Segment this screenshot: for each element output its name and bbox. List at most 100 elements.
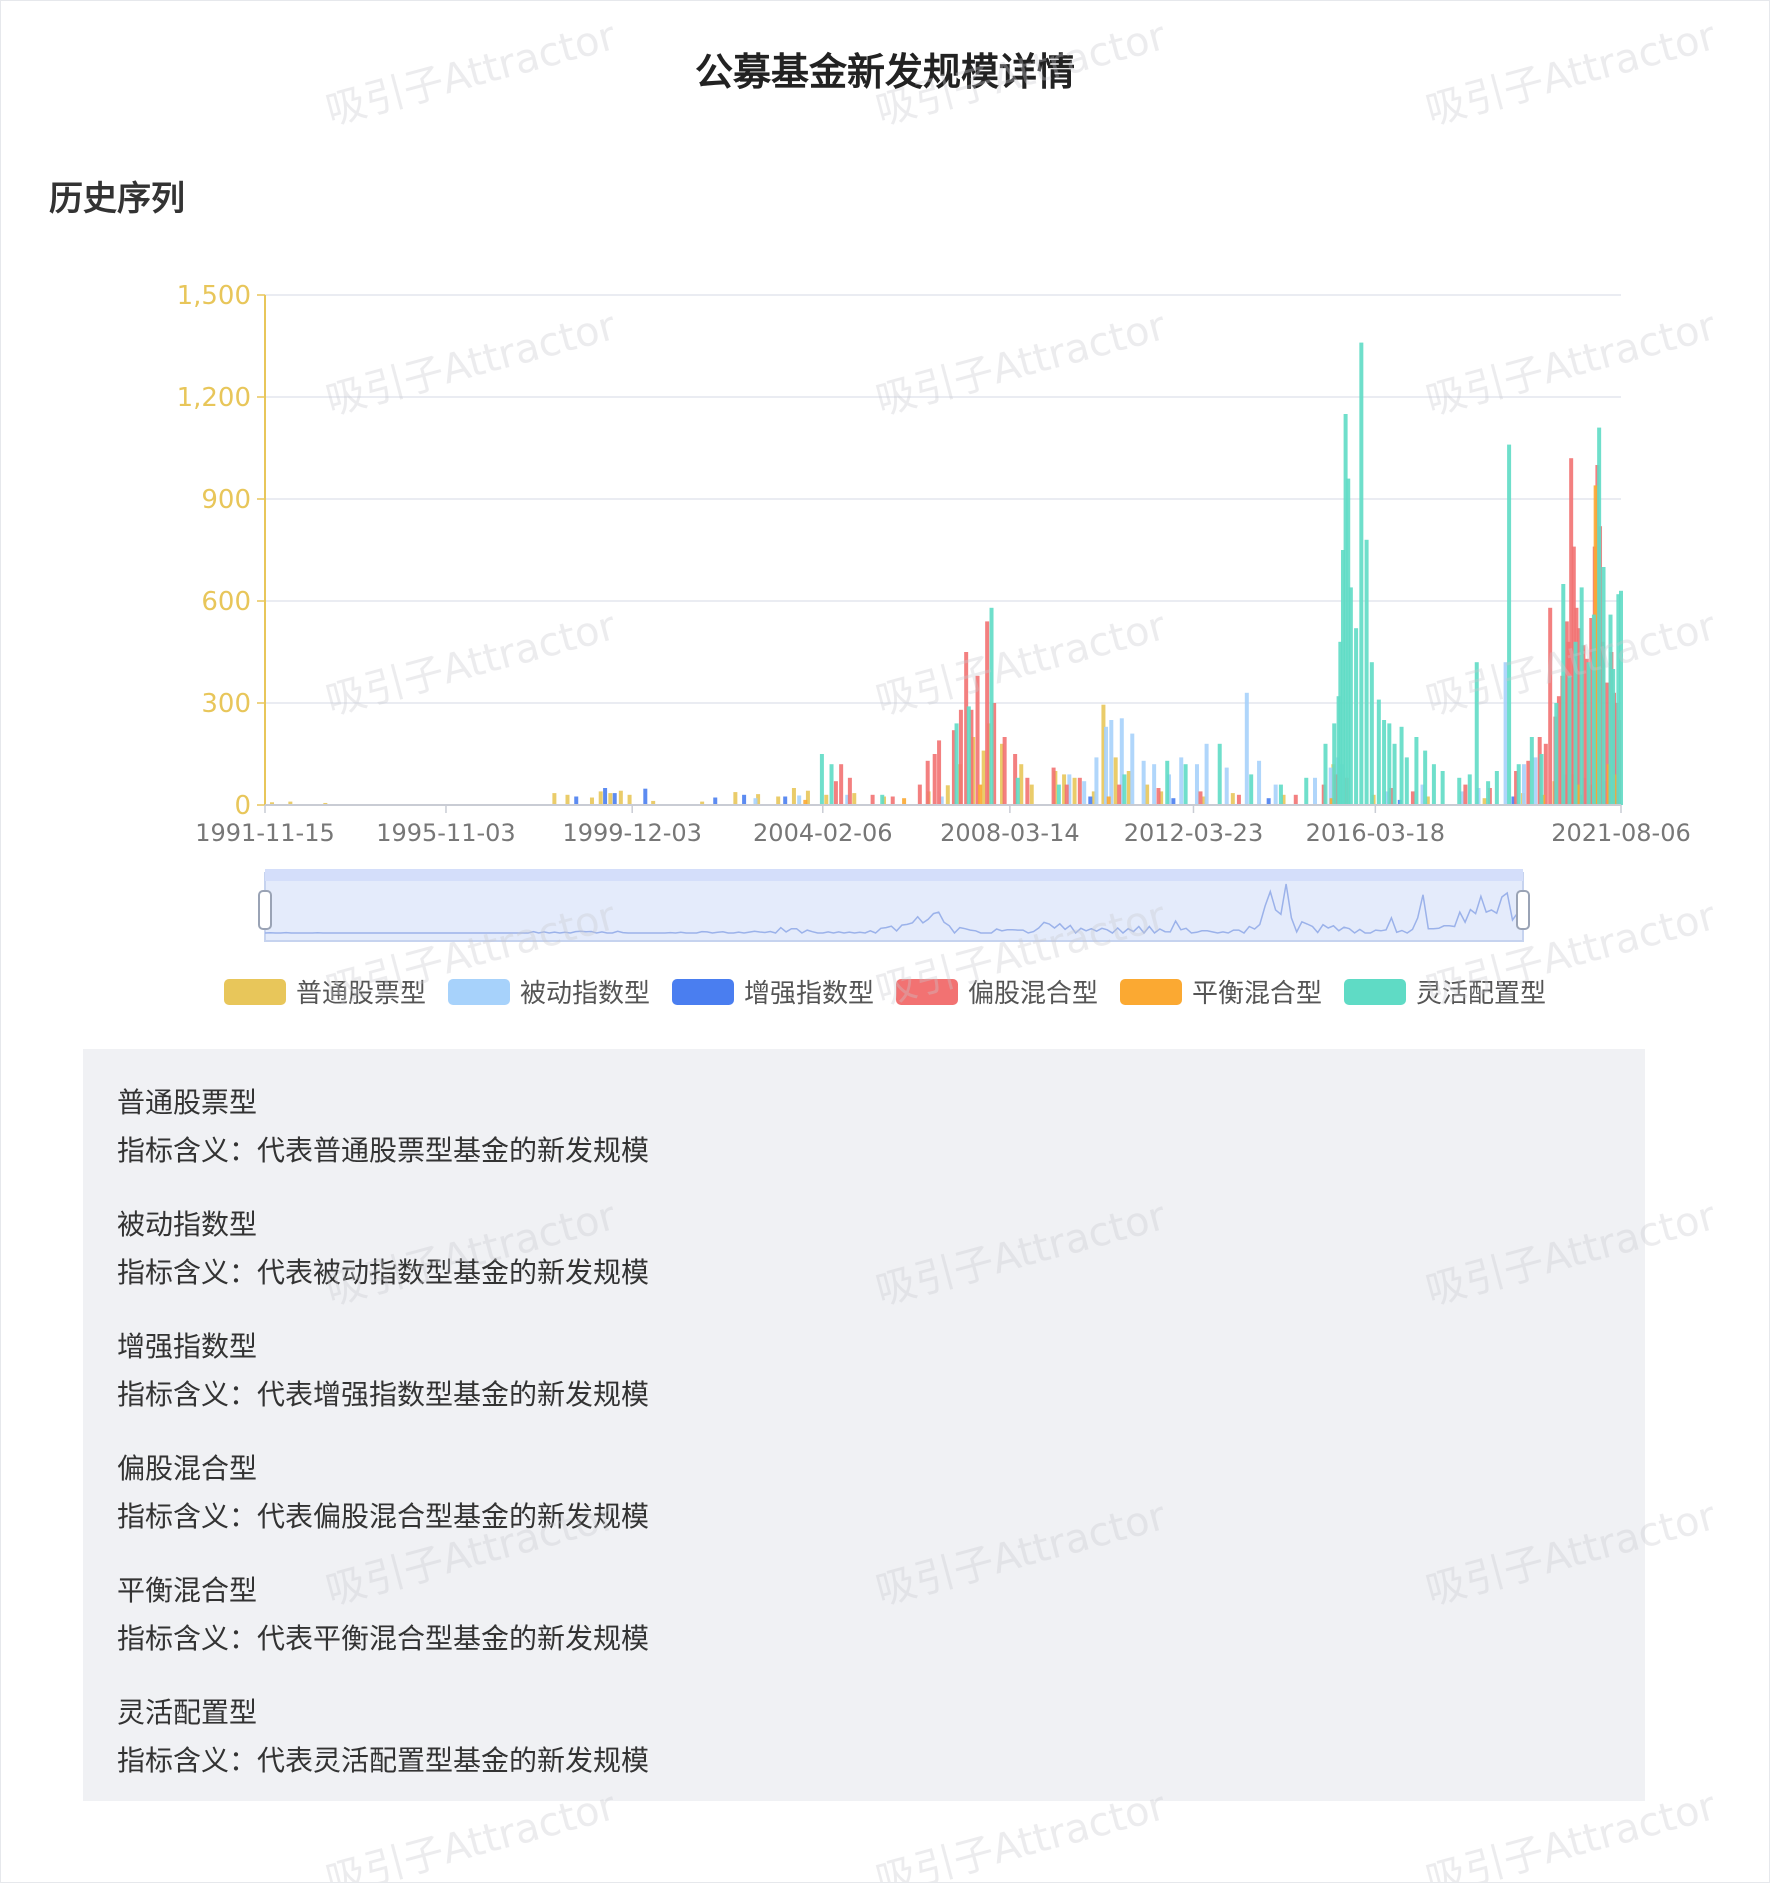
bar [1062,774,1067,805]
bar [1171,798,1176,805]
bar [700,801,705,805]
bar [1204,743,1209,805]
bar [1019,764,1024,805]
legend-item[interactable]: 偏股混合型 [896,973,1098,1010]
bar [1113,757,1118,805]
bar [951,730,956,805]
description-item: 偏股混合型 指标含义：代表偏股混合型基金的新发规模 [117,1445,1611,1541]
bar [1482,798,1487,805]
bar [1067,774,1072,805]
bar [1122,774,1127,805]
bar [1236,794,1241,805]
bar [1109,720,1114,805]
bar [1579,587,1584,805]
bar [1554,703,1559,805]
bar [1249,774,1254,805]
bar [1586,662,1591,805]
bar [1354,628,1359,805]
bar [1179,757,1184,805]
legend-item[interactable]: 增强指数型 [671,973,874,1010]
datazoom-left-handle[interactable] [258,890,272,930]
bar [1486,781,1491,805]
bar [1521,764,1526,805]
bar [1072,777,1077,805]
bar [1392,743,1397,805]
bar [890,796,895,805]
legend-item[interactable]: 平衡混合型 [1120,973,1322,1010]
bar [1539,754,1544,805]
datazoom-overview-line [264,883,1524,935]
datazoom-slider[interactable] [258,869,1530,942]
bar [880,794,885,805]
description-name: 平衡混合型 [117,1574,258,1607]
legend-item[interactable]: 被动指数型 [447,973,650,1010]
legend-item[interactable]: 普通股票型 [223,973,426,1010]
bar [742,794,747,805]
datazoom-right-handle[interactable] [1516,890,1530,930]
bar [1141,760,1146,805]
bar [1376,699,1381,805]
bar [589,797,594,805]
description-text: 指标含义：代表被动指数型基金的新发规模 [117,1256,650,1289]
bar [1467,774,1472,805]
bar [1152,764,1157,805]
x-tick-label: 2008-03-14 [940,819,1079,847]
bar [612,793,617,805]
bar [1082,781,1087,805]
bar [783,796,788,805]
y-tick-label: 300 [201,689,251,719]
y-tick-label: 1,500 [177,281,251,311]
bar [1224,767,1229,805]
bar [1474,662,1479,805]
bar [1410,791,1415,805]
legend-label: 灵活配置型 [1416,979,1547,1009]
bar [1611,669,1616,805]
bar [1343,414,1348,805]
x-tick-label: 1991-11-15 [195,819,334,847]
y-tick-label: 600 [201,587,251,617]
x-tick-label: 2016-03-18 [1306,819,1445,847]
bar [1384,791,1389,805]
bar [1569,458,1574,805]
bar [989,607,994,805]
bar [603,788,608,805]
bar [1130,733,1135,805]
bar [1266,798,1271,805]
bar [1619,590,1623,805]
bar [829,764,834,805]
bar [1332,723,1337,805]
bar [1313,777,1318,805]
bar [1091,791,1096,805]
bar [1257,760,1262,805]
bar [608,793,613,805]
bar [1281,794,1286,805]
description-panel: 普通股票型 指标含义：代表普通股票型基金的新发规模被动指数型指标含义：代表被动指数… [83,1049,1645,1801]
datazoom-top-bar[interactable] [265,869,1523,881]
bar [288,801,293,805]
bar [1340,550,1345,805]
bar [1423,750,1428,805]
bar [978,784,983,805]
legend-label: 普通股票型 [295,979,426,1009]
bar [1328,767,1333,805]
description-item: 普通股票型 指标含义：代表普通股票型基金的新发规模 [117,1079,1611,1175]
bar [1000,743,1005,805]
bar [845,794,850,805]
bar [966,706,971,805]
description-name: 灵活配置型 [117,1696,258,1729]
datazoom-window[interactable] [264,872,1524,942]
bar [954,723,959,805]
legend-item[interactable]: 灵活配置型 [1344,973,1546,1010]
bar [1304,777,1309,805]
x-tick-label: 1995-11-03 [376,819,515,847]
bar [1576,784,1581,805]
description-item: 被动指数型指标含义：代表被动指数型基金的新发规模 [117,1201,1611,1297]
bar [945,785,950,805]
chart-bars [269,342,1623,805]
bar [1165,760,1170,805]
description-name: 被动指数型 [117,1208,258,1241]
legend-label: 平衡混合型 [1192,979,1323,1009]
description-text: 指标含义：代表普通股票型基金的新发规模 [117,1134,650,1167]
legend-swatch [671,978,734,1005]
